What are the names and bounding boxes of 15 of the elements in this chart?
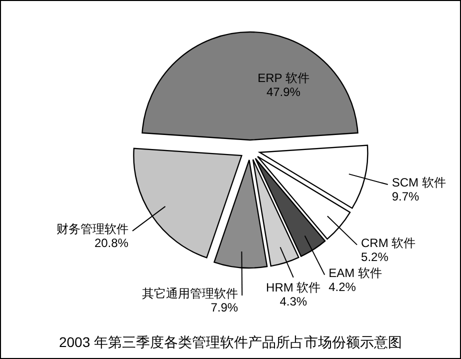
- data-label: 7.9%: [210, 300, 238, 315]
- slice-label: 财务管理软件: [56, 222, 128, 236]
- data-label: 47.9%: [266, 85, 301, 100]
- data-label: 20.8%: [94, 236, 129, 250]
- data-label: 9.7%: [392, 190, 420, 204]
- slice-label: EAM 软件: [328, 266, 382, 280]
- slice-label: ERP 软件: [258, 71, 310, 86]
- text: 2003 年第三季度各类管理软件产品所占市场份额示意图: [58, 334, 402, 350]
- slice-label: SCM 软件: [392, 176, 446, 190]
- data-label: 4.3%: [280, 294, 308, 308]
- slice-label: 其它通用管理软件: [142, 286, 238, 301]
- data-label: 4.2%: [328, 280, 356, 294]
- data-label: 5.2%: [361, 250, 389, 264]
- slice-label: HRM 软件: [266, 280, 321, 294]
- slice-label: CRM 软件: [361, 236, 416, 250]
